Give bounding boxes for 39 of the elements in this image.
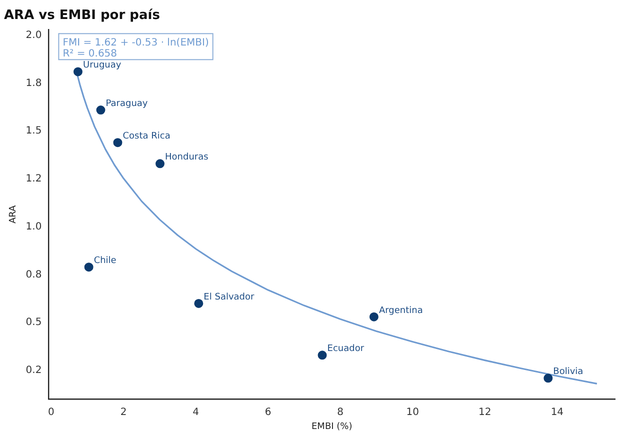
y-tick-label: 0.5	[26, 317, 42, 328]
x-tick-label: 6	[264, 406, 272, 418]
y-tick-label: 1.0	[26, 221, 42, 232]
annotation: FMI = 1.62 + -0.53 · ln(EMBI)	[62, 38, 209, 49]
x-tick-label: 4	[192, 406, 199, 418]
point	[73, 67, 82, 76]
y-tick-label: 1.2	[26, 174, 42, 185]
annotation: R² = 0.658	[62, 48, 118, 60]
point	[544, 374, 553, 383]
x-tick-label: 0	[48, 406, 54, 418]
point	[84, 262, 94, 272]
annotation: Paraguay	[106, 99, 148, 110]
y-tick-label: 0.2	[26, 365, 42, 376]
y-tick-label: 2.0	[26, 30, 42, 41]
point	[113, 138, 122, 148]
chart-title: ARA vs EMBI por país	[4, 8, 160, 24]
x-tick-label: 12	[478, 406, 492, 418]
x-tick-label: 8	[337, 406, 344, 418]
annotation: El Salvador	[204, 292, 255, 302]
y-tick-label: 0.8	[26, 269, 42, 280]
annotation: Chile	[94, 256, 117, 266]
annotation: Argentina	[378, 306, 423, 316]
y-axis-title: ARA	[8, 204, 19, 224]
x-tick-label: 14	[550, 406, 564, 418]
y-tick-label: 1.5	[26, 126, 42, 137]
point	[369, 312, 378, 322]
annotation: Costa Rica	[122, 132, 170, 142]
annotation: Ecuador	[327, 344, 364, 354]
point	[194, 298, 204, 308]
point	[96, 106, 106, 115]
annotation: Bolivia	[553, 367, 584, 378]
x-tick-label: 10	[406, 406, 419, 418]
x-tick-label: 2	[120, 406, 127, 418]
point	[156, 159, 165, 168]
point	[318, 350, 327, 360]
y-tick-label: 1.8	[26, 78, 42, 89]
x-axis-title: EMBI (%)	[311, 422, 352, 432]
annotation: Honduras	[165, 152, 209, 163]
annotation: Uruguay	[82, 60, 122, 71]
